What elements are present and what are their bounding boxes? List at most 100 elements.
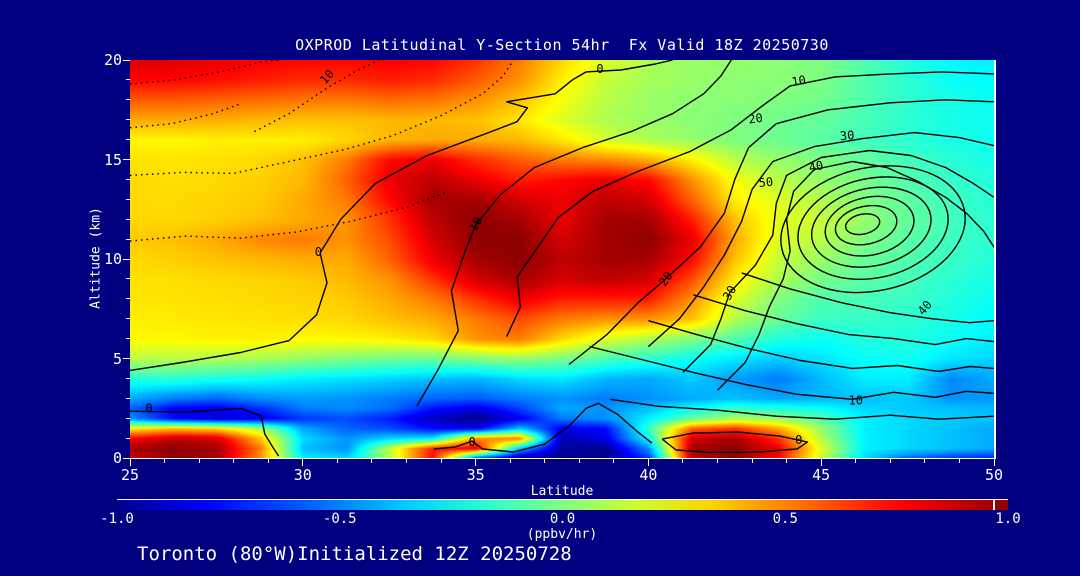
x-tick bbox=[578, 459, 580, 463]
y-tick bbox=[126, 238, 130, 240]
x-tick bbox=[198, 459, 200, 463]
contour-line-0 bbox=[434, 402, 653, 453]
x-tick bbox=[751, 459, 753, 463]
x-tick bbox=[233, 459, 235, 463]
colorbar-tick-label: 0.0 bbox=[549, 511, 576, 527]
x-tick bbox=[855, 459, 857, 463]
y-tick bbox=[123, 59, 130, 61]
contour-label: 50 bbox=[758, 175, 774, 190]
contour-line--5 bbox=[130, 103, 241, 129]
x-tick bbox=[682, 459, 684, 463]
contour-label: 0 bbox=[315, 245, 322, 259]
contour-ring-60 bbox=[834, 204, 898, 246]
contour-line-25 bbox=[741, 272, 994, 324]
x-tick bbox=[786, 459, 788, 463]
heatmap-fill bbox=[130, 60, 994, 458]
contour-ring-55 bbox=[824, 195, 915, 257]
y-tick bbox=[126, 198, 130, 200]
y-tick-label: 0 bbox=[112, 449, 122, 467]
y-tick bbox=[126, 79, 130, 81]
contour-line--5 bbox=[130, 60, 515, 177]
x-tick bbox=[544, 459, 546, 463]
y-tick-label: 15 bbox=[103, 150, 122, 169]
x-tick-label: 45 bbox=[812, 466, 831, 484]
contour-label: 40 bbox=[807, 158, 824, 175]
contour-label: 30 bbox=[720, 283, 739, 303]
x-tick bbox=[475, 459, 477, 466]
x-tick bbox=[267, 459, 269, 463]
contour-line-20 bbox=[693, 294, 994, 346]
x-tick bbox=[820, 459, 822, 466]
x-tick bbox=[164, 459, 166, 463]
plot-area: 0 0 0 0 0 10 10 10 20 30 40 50 20 30 40 10 bbox=[130, 60, 996, 459]
x-axis-title: Latitude bbox=[530, 484, 594, 499]
x-tick bbox=[336, 459, 338, 463]
y-tick bbox=[126, 178, 130, 180]
y-tick bbox=[123, 457, 130, 459]
contour-line-25 bbox=[647, 131, 994, 348]
y-tick-label: 10 bbox=[103, 250, 122, 268]
x-tick bbox=[889, 459, 891, 463]
contour-label: 20 bbox=[747, 111, 763, 127]
contour-line-30 bbox=[682, 149, 994, 373]
y-tick bbox=[126, 437, 130, 439]
chart-title: OXPROD Latitudinal Y-Section 54hr Fx Val… bbox=[295, 36, 829, 54]
contour-line-0 bbox=[130, 60, 673, 372]
contour-label: 10 bbox=[317, 67, 337, 87]
y-tick bbox=[126, 119, 130, 121]
x-tick-label: 50 bbox=[984, 466, 1004, 484]
colorbar-end-cap bbox=[993, 500, 995, 510]
contour-line-0 bbox=[661, 431, 809, 454]
contour-label: 0 bbox=[145, 401, 152, 415]
x-tick bbox=[924, 459, 926, 463]
x-tick bbox=[958, 459, 960, 463]
y-tick-label: 5 bbox=[112, 349, 122, 368]
contour-label: 20 bbox=[656, 269, 676, 289]
x-tick bbox=[993, 459, 995, 466]
contour-ring-65 bbox=[844, 213, 881, 236]
x-tick bbox=[440, 459, 442, 463]
colorbar-tick-label: -1.0 bbox=[100, 511, 134, 527]
y-tick bbox=[126, 338, 130, 340]
x-tick-label: 40 bbox=[639, 466, 658, 484]
contour-label: 0 bbox=[596, 62, 603, 76]
contour-ring-50 bbox=[810, 186, 932, 268]
colorbar-tick-label: -0.5 bbox=[322, 511, 357, 527]
y-tick bbox=[126, 298, 130, 300]
x-tick-label: 30 bbox=[293, 466, 312, 484]
x-tick bbox=[129, 459, 131, 466]
contour-line-20 bbox=[568, 99, 994, 366]
contour-label: 0 bbox=[469, 435, 476, 449]
run-info-text: Toronto (80°W)Initialized 12Z 20250728 bbox=[137, 543, 572, 565]
contour-line-15 bbox=[506, 71, 994, 337]
x-tick bbox=[647, 459, 649, 466]
contour-line-10 bbox=[589, 345, 994, 400]
contour-line-10 bbox=[416, 60, 732, 407]
y-tick bbox=[126, 417, 130, 419]
contour-ring-45 bbox=[797, 176, 949, 281]
y-tick bbox=[126, 397, 130, 399]
contour-line-35 bbox=[717, 160, 994, 391]
x-tick-label: 25 bbox=[120, 466, 140, 484]
x-tick bbox=[302, 459, 304, 466]
x-tick bbox=[509, 459, 511, 463]
y-tick bbox=[126, 99, 130, 101]
y-axis-title: Altitude (km) bbox=[88, 207, 104, 309]
y-tick bbox=[126, 139, 130, 141]
x-tick bbox=[405, 459, 407, 463]
contour-label: 0 bbox=[795, 433, 802, 447]
colorbar bbox=[117, 499, 1008, 510]
x-tick-label: 35 bbox=[466, 466, 485, 484]
contour-label: 10 bbox=[466, 215, 485, 234]
colorbar-tick-label: 1.0 bbox=[995, 511, 1021, 527]
y-tick bbox=[126, 218, 130, 220]
contour-line-15 bbox=[648, 320, 994, 373]
colorbar-unit-label: (ppbv/hr) bbox=[526, 527, 598, 542]
y-tick bbox=[123, 358, 130, 359]
contour-line--5 bbox=[130, 60, 279, 85]
x-tick bbox=[371, 459, 373, 463]
x-tick bbox=[613, 459, 615, 463]
contour-label: 10 bbox=[790, 73, 807, 89]
x-tick bbox=[717, 459, 719, 463]
